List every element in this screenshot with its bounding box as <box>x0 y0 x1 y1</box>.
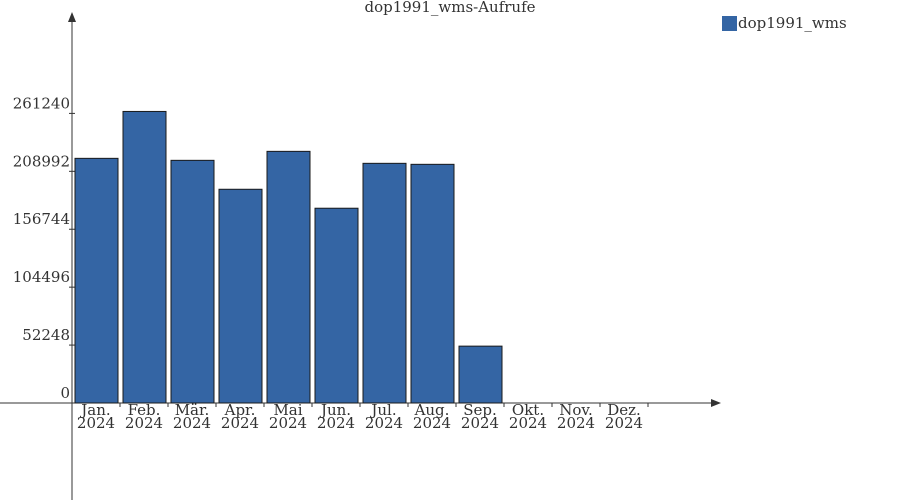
x-tick-label: Aug. <box>414 401 450 419</box>
x-tick-label: Nov. <box>559 401 593 419</box>
x-tick-label: 2024 <box>605 414 643 432</box>
legend-label: dop1991_wms <box>738 14 847 32</box>
bar <box>122 110 167 404</box>
x-tick-label: 2024 <box>509 414 547 432</box>
y-tick-label: 104496 <box>13 268 70 286</box>
bar <box>362 162 407 404</box>
x-tick-label: 2024 <box>269 414 307 432</box>
x-axis-arrow <box>711 399 721 407</box>
x-tick-label: Okt. <box>512 401 544 419</box>
x-tick-label: Mai <box>273 401 302 419</box>
x-tick-label: Mär. <box>175 401 210 419</box>
bar <box>410 163 455 404</box>
bar <box>266 150 311 404</box>
y-tick-label: 261240 <box>13 94 70 112</box>
x-tick-label: Feb. <box>128 401 161 419</box>
x-tick-label: 2024 <box>317 414 355 432</box>
x-tick-label: Sep. <box>463 401 497 419</box>
bar <box>314 207 359 404</box>
x-tick-label: Dez. <box>607 401 641 419</box>
y-tick-label: 52248 <box>22 326 70 344</box>
chart-title: dop1991_wms-Aufrufe <box>364 0 535 16</box>
y-tick-label: 208992 <box>13 152 70 170</box>
x-tick-label: Jan. <box>79 401 110 419</box>
x-tick-label: 2024 <box>557 414 595 432</box>
x-tick-label: 2024 <box>173 414 211 432</box>
x-tick-label: 2024 <box>461 414 499 432</box>
x-tick-label: 2024 <box>125 414 163 432</box>
x-tick-label: Apr. <box>224 401 256 419</box>
x-tick-label: Jul. <box>369 401 396 419</box>
y-tick-label: 156744 <box>13 210 70 228</box>
y-tick-label: 0 <box>60 384 70 402</box>
bar <box>170 159 215 404</box>
bar <box>218 188 263 404</box>
x-tick-label: 2024 <box>413 414 451 432</box>
bar <box>458 345 503 404</box>
x-tick-label: 2024 <box>365 414 403 432</box>
x-tick-label: Jun. <box>319 401 351 419</box>
x-tick-label: 2024 <box>77 414 115 432</box>
bar <box>74 157 119 404</box>
x-tick-label: 2024 <box>221 414 259 432</box>
y-axis-arrow <box>68 12 76 22</box>
legend-swatch <box>722 16 737 31</box>
